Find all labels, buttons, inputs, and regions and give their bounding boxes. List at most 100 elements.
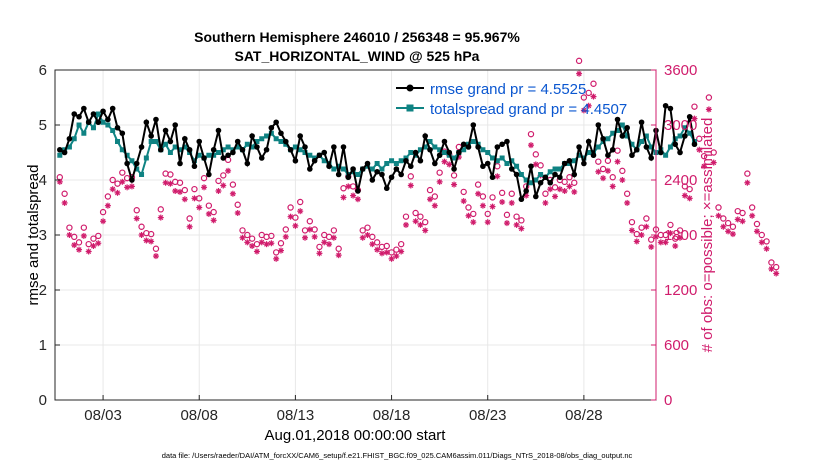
rmse-point <box>518 196 525 203</box>
totalspread-point <box>76 122 82 128</box>
rmse-point <box>398 171 404 178</box>
rmse-point <box>508 166 515 172</box>
obs-assimilated-point <box>518 225 525 232</box>
rmse-point <box>677 149 683 156</box>
obs-assimilated-point <box>109 186 116 193</box>
obs-possible-point <box>450 172 458 179</box>
obs-possible-point <box>537 162 544 169</box>
rmse-point <box>71 111 78 117</box>
obs-possible-point <box>595 158 602 165</box>
obs-assimilated-point <box>566 183 573 190</box>
obs-possible-point <box>80 224 88 231</box>
totalspread-point <box>110 128 116 133</box>
rmse-point <box>682 133 688 139</box>
chart-title-line1: Southern Hemisphere 246010 / 256348 = 95… <box>194 29 520 45</box>
rmse-point <box>278 130 284 137</box>
obs-assimilated-point <box>292 222 299 229</box>
obs-possible-point <box>474 181 482 188</box>
obs-possible-point <box>297 198 304 206</box>
obs-assimilated-point <box>503 220 510 227</box>
obs-assimilated-point <box>383 249 390 256</box>
rmse-point <box>133 160 140 167</box>
rmse-point <box>648 155 654 161</box>
rmse-point <box>172 122 178 128</box>
rmse-point <box>499 141 505 148</box>
obs-assimilated-point <box>508 199 515 206</box>
obs-assimilated-point <box>753 228 760 235</box>
obs-assimilated-point <box>580 107 587 114</box>
obs-assimilated-point <box>143 237 150 244</box>
obs-assimilated-point <box>148 238 155 245</box>
rmse-point <box>148 133 154 139</box>
rmse-point <box>624 124 630 131</box>
obs-assimilated-point <box>66 232 73 238</box>
y-tick-label-left: 3 <box>39 227 47 244</box>
obs-possible-point <box>720 215 727 222</box>
obs-assimilated-point <box>186 223 193 230</box>
obs-assimilated-point <box>667 230 674 237</box>
obs-assimilated-point <box>398 248 405 255</box>
rmse-point <box>201 155 207 161</box>
obs-assimilated-point <box>739 218 746 225</box>
rmse-point <box>105 116 111 123</box>
obs-possible-point <box>590 80 597 87</box>
totalspread-point <box>369 166 375 172</box>
rmse-point <box>220 155 227 161</box>
rmse-point <box>374 168 380 175</box>
obs-assimilated-point <box>350 192 357 199</box>
rmse-point <box>542 174 549 181</box>
obs-assimilated-point <box>604 167 611 174</box>
plot-area <box>56 57 780 277</box>
obs-assimilated-point <box>282 233 289 240</box>
totalspread-point <box>57 152 63 158</box>
obs-assimilated-point <box>715 212 722 219</box>
obs-possible-point <box>412 209 419 217</box>
obs-assimilated-point <box>244 239 251 246</box>
rmse-point <box>191 163 198 170</box>
x-tick-label: 08/18 <box>373 407 411 424</box>
obs-assimilated-point <box>407 182 414 189</box>
obs-assimilated-point <box>277 247 284 254</box>
obs-possible-point <box>268 232 275 240</box>
obs-possible-point <box>422 218 429 226</box>
obs-assimilated-point <box>691 115 698 122</box>
obs-possible-point <box>604 157 612 164</box>
legend: rmse grand pr = 4.5525 totalspread grand… <box>396 81 627 118</box>
obs-possible-point <box>686 185 693 193</box>
y-tick-label-right: 3600 <box>664 62 697 79</box>
rmse-point <box>100 108 106 115</box>
rmse-point <box>57 146 63 153</box>
obs-assimilated-point <box>436 178 443 185</box>
obs-assimilated-point <box>412 218 419 225</box>
obs-assimilated-point <box>489 203 496 210</box>
obs-assimilated-point <box>297 208 304 215</box>
obs-possible-point <box>763 238 770 245</box>
rmse-point <box>90 111 97 117</box>
obs-assimilated-point <box>80 232 87 239</box>
obs-assimilated-point <box>484 219 491 226</box>
obs-assimilated-point <box>340 194 347 201</box>
rmse-point <box>157 146 164 153</box>
totalspread-point <box>514 163 520 169</box>
obs-possible-point <box>119 169 126 176</box>
totalspread-point <box>95 111 101 117</box>
rmse-point <box>215 127 222 134</box>
totalspread-point <box>552 166 558 172</box>
rmse-point <box>638 119 645 126</box>
totalspread-point <box>398 158 404 164</box>
rmse-point <box>480 163 486 170</box>
obs-possible-point <box>364 224 371 231</box>
totalspread-point <box>259 136 265 142</box>
obs-assimilated-point <box>542 199 549 206</box>
totalspread-point <box>153 139 159 144</box>
obs-assimilated-point <box>431 202 438 209</box>
obs-assimilated-point <box>595 168 602 175</box>
obs-assimilated-point <box>643 223 650 230</box>
obs-possible-point <box>133 207 140 214</box>
obs-assimilated-point <box>532 161 539 168</box>
legend-spread-label: totalspread grand pr = 4.4507 <box>430 101 627 118</box>
obs-assimilated-point <box>470 219 477 226</box>
obs-possible-point <box>316 243 323 251</box>
right-axis: 0 600 1200 1800 2400 3000 3600 <box>651 62 697 409</box>
rmse-point <box>177 160 183 167</box>
